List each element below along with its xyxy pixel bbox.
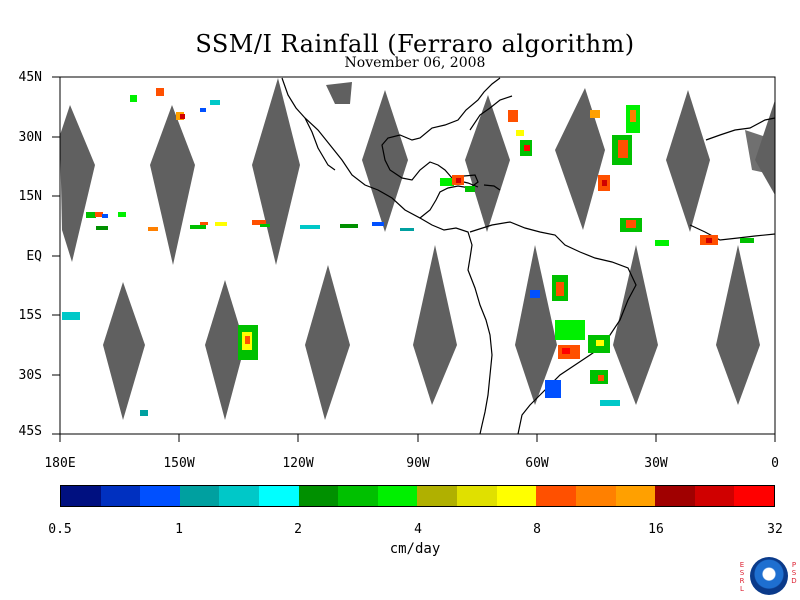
colorbar-swatch [615, 486, 656, 506]
lon-label: 30W [644, 456, 668, 471]
lat-label: 30N [18, 130, 42, 145]
swath-gap [555, 88, 605, 230]
swath-gap [465, 95, 510, 232]
colorbar-tick: 16 [648, 522, 664, 537]
colorbar-swatch [417, 486, 458, 506]
swath-gap [413, 245, 457, 405]
rain-south-america [530, 275, 620, 406]
colorbar-swatch [377, 486, 418, 506]
lat-label: 45N [18, 70, 42, 85]
colorbar-swatch [734, 486, 774, 506]
swath-gap [666, 90, 710, 232]
lat-label: 15N [18, 189, 42, 204]
colorbar-tick: 2 [294, 522, 302, 537]
colorbar-swatch [655, 486, 695, 506]
swath-gap [716, 245, 760, 405]
colorbar-swatch [259, 486, 299, 506]
lon-label: 60W [525, 456, 549, 471]
colorbar [60, 485, 775, 507]
colorbar-swatch [338, 486, 378, 506]
lat-label: 30S [18, 368, 42, 383]
map-border [59, 76, 776, 435]
map-date: November 06, 2008 [344, 55, 486, 71]
colorbar-swatch [457, 486, 497, 506]
coastline-hispaniola [483, 184, 501, 191]
lon-label: 180E [44, 456, 76, 471]
lon-label: 90W [406, 456, 430, 471]
coastline-baja [304, 117, 336, 171]
colorbar-swatch [496, 486, 537, 506]
coastline-east-us [469, 95, 513, 131]
swath-gap [252, 78, 300, 265]
coastline-south-america-west [419, 217, 493, 435]
lon-label: 120W [282, 456, 314, 471]
colorbar-swatch [219, 486, 260, 506]
noaa-seal-icon [750, 557, 788, 595]
colorbar-swatch [61, 486, 101, 506]
colorbar-tick: 4 [414, 522, 422, 537]
lon-label: 0 [771, 456, 779, 471]
colorbar-tick: 32 [767, 522, 783, 537]
rain-cells [62, 88, 754, 416]
rain-band-itcz-atlantic [620, 218, 754, 246]
colorbar-swatch [575, 486, 616, 506]
colorbar-unit-label: cm/day [389, 541, 441, 557]
coastline-africa-north [705, 117, 776, 141]
rain-caribbean [440, 110, 532, 192]
swath-gap [745, 130, 775, 175]
swath-gap [613, 245, 658, 405]
colorbar-tick: 1 [175, 522, 183, 537]
swath-gap [60, 105, 95, 262]
lat-label: 45S [18, 424, 42, 439]
coastline-africa-gulf [689, 224, 776, 241]
rain-band-itcz-pacific [86, 212, 414, 231]
colorbar-swatch [100, 486, 141, 506]
lat-label: 15S [18, 308, 42, 323]
rain-north-pacific [130, 88, 220, 120]
colorbar-swatch [536, 486, 576, 506]
swath-gap [515, 245, 557, 405]
swath-gap [103, 282, 145, 420]
colorbar-swatch [140, 486, 180, 506]
swath-gaps [60, 78, 775, 420]
map-title: SSM/I Rainfall (Ferraro algorithm) [195, 30, 635, 58]
swath-gap [205, 280, 245, 420]
swath-gap [150, 105, 195, 265]
lon-label: 150W [163, 456, 195, 471]
colorbar-swatch [179, 486, 220, 506]
swath-gap [305, 265, 350, 420]
land-gap [326, 82, 352, 104]
rain-south-pacific [62, 312, 258, 416]
colorbar-swatch [298, 486, 339, 506]
lat-label: EQ [26, 249, 42, 264]
rain-atlantic-north [590, 105, 640, 191]
colorbar-tick: 0.5 [48, 522, 72, 537]
colorbar-swatch [694, 486, 735, 506]
colorbar-tick: 8 [533, 522, 541, 537]
